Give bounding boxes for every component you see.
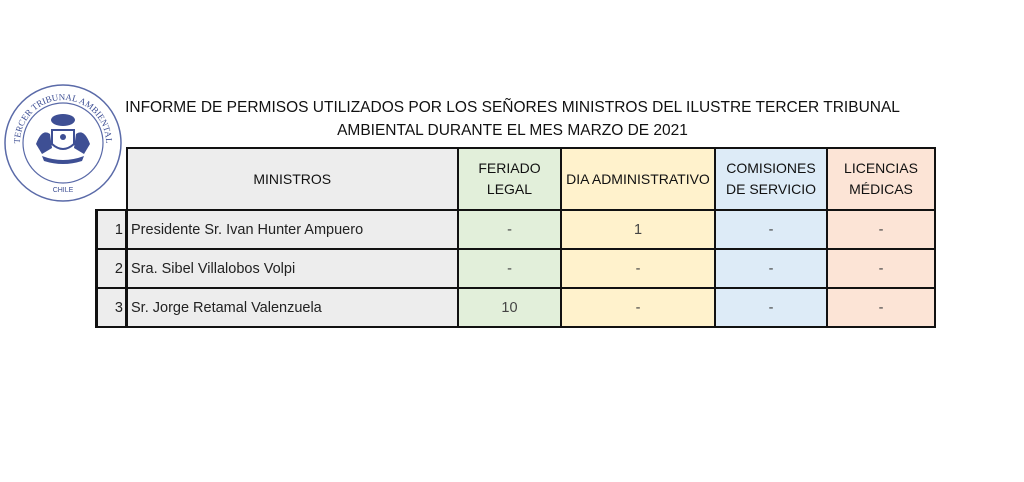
header-feriado-legal: FERIADO LEGAL bbox=[457, 147, 562, 211]
feriado-value: - bbox=[457, 209, 562, 250]
coat-of-arms-icon bbox=[36, 114, 90, 164]
table-row: 3 Sr. Jorge Retamal Valenzuela 10 - - - bbox=[95, 287, 936, 328]
table-row: 1 Presidente Sr. Ivan Hunter Ampuero - 1… bbox=[95, 209, 936, 250]
feriado-value: - bbox=[457, 248, 562, 289]
header-row: MINISTROS FERIADO LEGAL DIA ADMINISTRATIV… bbox=[97, 147, 936, 211]
comisiones-value: - bbox=[714, 287, 828, 328]
report-title-line-2: AMBIENTAL DURANTE EL MES MARZO DE 2021 bbox=[337, 122, 688, 139]
row-number: 1 bbox=[95, 209, 128, 250]
row-number: 3 bbox=[95, 287, 128, 328]
feriado-value: 10 bbox=[457, 287, 562, 328]
permissions-table: MINISTROS FERIADO LEGAL DIA ADMINISTRATIV… bbox=[95, 147, 936, 328]
dia-value: 1 bbox=[560, 209, 716, 250]
licencias-value: - bbox=[826, 209, 936, 250]
header-comisiones: COMISIONES DE SERVICIO bbox=[714, 147, 828, 211]
row-number: 2 bbox=[95, 248, 128, 289]
licencias-value: - bbox=[826, 248, 936, 289]
dia-value: - bbox=[560, 287, 716, 328]
svg-text:CHILE: CHILE bbox=[53, 187, 74, 194]
comisiones-value: - bbox=[714, 209, 828, 250]
licencias-value: - bbox=[826, 287, 936, 328]
header-dia-administrativo: DIA ADMINISTRATIVO bbox=[560, 147, 716, 211]
report-title-line-1: INFORME DE PERMISOS UTILIZADOS POR LOS S… bbox=[125, 99, 900, 116]
header-ministros: MINISTROS bbox=[125, 147, 459, 211]
header-blank bbox=[97, 148, 127, 210]
comisiones-value: - bbox=[714, 248, 828, 289]
dia-value: - bbox=[560, 248, 716, 289]
minister-name: Presidente Sr. Ivan Hunter Ampuero bbox=[125, 209, 459, 250]
minister-name: Sr. Jorge Retamal Valenzuela bbox=[125, 287, 459, 328]
table-row: 2 Sra. Sibel Villalobos Volpi - - - - bbox=[95, 248, 936, 289]
header-licencias: LICENCIAS MÉDICAS bbox=[826, 147, 936, 211]
minister-name: Sra. Sibel Villalobos Volpi bbox=[125, 248, 459, 289]
tribunal-seal-logo: TERCER TRIBUNAL AMBIENTAL CHILE bbox=[4, 84, 122, 202]
